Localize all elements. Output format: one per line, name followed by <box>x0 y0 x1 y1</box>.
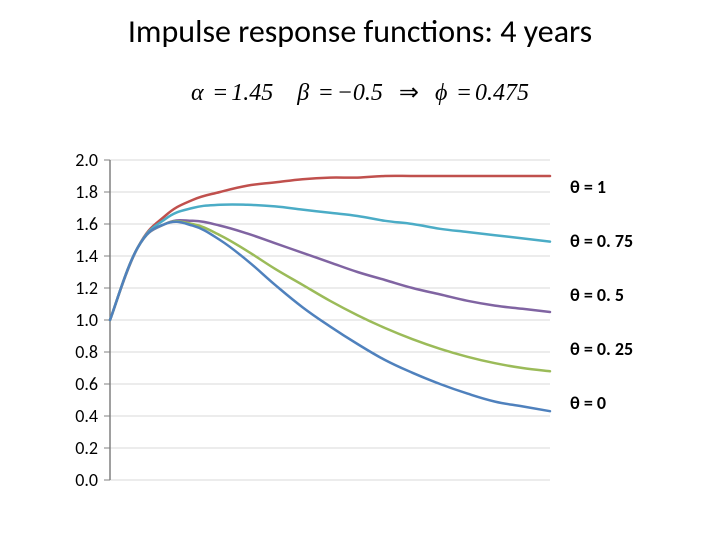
y-tick-label: 1.4 <box>40 245 98 267</box>
eq-sign-1: = <box>210 80 232 106</box>
implies-arrow: ⇒ <box>389 80 429 106</box>
y-tick-label: 1.2 <box>40 277 98 299</box>
legend-label-theta_0_5: θ = 0. 5 <box>570 284 624 306</box>
beta-symbol: β <box>297 80 309 106</box>
alpha-value: 1.45 <box>231 80 273 106</box>
beta-value: −0.5 <box>337 80 383 106</box>
phi-symbol: ϕ <box>435 80 447 106</box>
eq-sign-2: = <box>315 80 337 106</box>
y-tick-label: 1.8 <box>40 181 98 203</box>
eq-sign-3: = <box>453 80 475 106</box>
y-tick-label: 0.2 <box>40 437 98 459</box>
phi-value: 0.475 <box>475 80 529 106</box>
y-tick-label: 0.0 <box>40 469 98 491</box>
y-tick-label: 0.4 <box>40 405 98 427</box>
series-line-theta_0 <box>110 222 550 412</box>
legend-label-theta_1: θ = 1 <box>570 176 606 198</box>
equation-line: α =1.45 β =−0.5 ⇒ ϕ =0.475 <box>0 78 720 107</box>
slide-title: Impulse response functions: 4 years <box>0 12 720 51</box>
y-tick-label: 1.6 <box>40 213 98 235</box>
legend-label-theta_0: θ = 0 <box>570 392 606 414</box>
chart-area: 2.0 1.8 1.6 1.4 1.2 1.0 0.8 0.6 0.4 0.2 0.0 θ = 1 θ … <box>40 150 680 510</box>
legend-label-theta_0_75: θ = 0. 75 <box>570 230 633 252</box>
y-tick-label: 0.8 <box>40 341 98 363</box>
line-chart <box>40 150 680 510</box>
y-tick-label: 2.0 <box>40 149 98 171</box>
legend-label-theta_0_25: θ = 0. 25 <box>570 338 633 360</box>
series-line-theta_0_25 <box>110 221 550 371</box>
y-tick-label: 1.0 <box>40 309 98 331</box>
series-line-theta_1 <box>110 176 550 320</box>
alpha-symbol: α <box>191 80 204 106</box>
y-tick-label: 0.6 <box>40 373 98 395</box>
series-line-theta_0_5 <box>110 220 550 320</box>
